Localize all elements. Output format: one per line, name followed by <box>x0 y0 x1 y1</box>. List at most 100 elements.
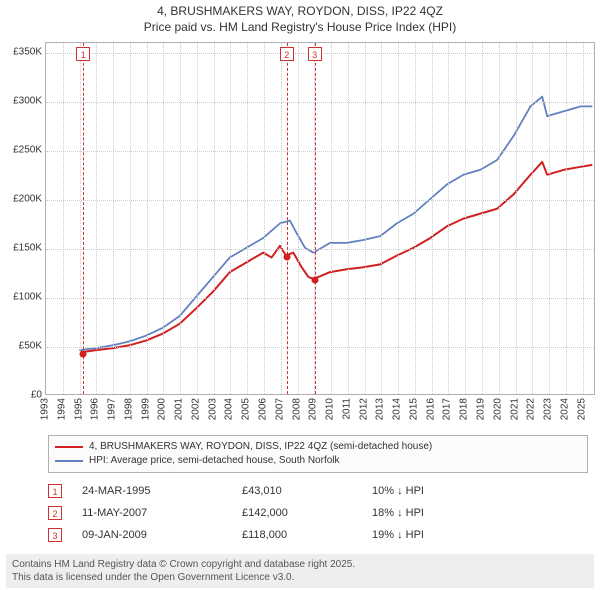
chart-title-2: Price paid vs. HM Land Registry's House … <box>0 20 600 36</box>
event-marker: 3 <box>308 47 322 61</box>
xtick-label: 2014 <box>392 398 403 420</box>
xtick-label: 2017 <box>442 398 453 420</box>
xtick-label: 2018 <box>459 398 470 420</box>
xtick-label: 2010 <box>325 398 336 420</box>
gridline-v <box>96 43 97 394</box>
gridline-v <box>465 43 466 394</box>
gridline-v <box>113 43 114 394</box>
gridline-v <box>230 43 231 394</box>
gridline-v <box>516 43 517 394</box>
event-num: 3 <box>48 528 62 542</box>
gridline-v <box>365 43 366 394</box>
gridline-v <box>63 43 64 394</box>
ytick-label: £50K <box>19 340 42 351</box>
xtick-label: 2002 <box>190 398 201 420</box>
legend-row-2: HPI: Average price, semi-detached house,… <box>55 454 581 468</box>
gridline-v <box>214 43 215 394</box>
gridline-v <box>180 43 181 394</box>
chart-container: 4, BRUSHMAKERS WAY, ROYDON, DISS, IP22 4… <box>0 0 600 590</box>
gridline-v <box>381 43 382 394</box>
ytick-label: £350K <box>13 46 42 57</box>
xtick-label: 2006 <box>257 398 268 420</box>
xtick-label: 2007 <box>274 398 285 420</box>
xtick-label: 2023 <box>543 398 554 420</box>
gridline-v <box>532 43 533 394</box>
xtick-label: 2004 <box>224 398 235 420</box>
gridline-v <box>549 43 550 394</box>
ytick-label: £100K <box>13 291 42 302</box>
xtick-label: 2008 <box>291 398 302 420</box>
event-line <box>315 43 316 394</box>
ytick-label: £250K <box>13 144 42 155</box>
event-marker: 1 <box>76 47 90 61</box>
gridline-h <box>46 249 594 250</box>
chart-title-1: 4, BRUSHMAKERS WAY, ROYDON, DISS, IP22 4… <box>0 4 600 20</box>
xtick-label: 1997 <box>107 398 118 420</box>
xtick-label: 2011 <box>341 398 352 420</box>
xtick-label: 2015 <box>408 398 419 420</box>
gridline-v <box>432 43 433 394</box>
gridline-v <box>298 43 299 394</box>
event-date: 11-MAY-2007 <box>82 507 222 519</box>
event-line <box>83 43 84 394</box>
xtick-label: 2019 <box>475 398 486 420</box>
xtick-label: 2021 <box>509 398 520 420</box>
xtick-label: 1995 <box>73 398 84 420</box>
xtick-label: 2013 <box>375 398 386 420</box>
gridline-v <box>163 43 164 394</box>
gridline-v <box>331 43 332 394</box>
chart-title-block: 4, BRUSHMAKERS WAY, ROYDON, DISS, IP22 4… <box>0 0 600 35</box>
transaction-point <box>311 277 318 284</box>
gridline-v <box>448 43 449 394</box>
ytick-label: £200K <box>13 193 42 204</box>
legend-row-1: 4, BRUSHMAKERS WAY, ROYDON, DISS, IP22 4… <box>55 440 581 454</box>
gridline-v <box>264 43 265 394</box>
xtick-label: 2020 <box>492 398 503 420</box>
xtick-label: 2025 <box>576 398 587 420</box>
gridline-h <box>46 151 594 152</box>
xtick-label: 2005 <box>241 398 252 420</box>
xtick-label: 1998 <box>123 398 134 420</box>
event-price: £142,000 <box>242 507 352 519</box>
footer: Contains HM Land Registry data © Crown c… <box>6 554 594 588</box>
xtick-label: 1996 <box>90 398 101 420</box>
gridline-v <box>583 43 584 394</box>
gridline-v <box>499 43 500 394</box>
gridline-v <box>147 43 148 394</box>
event-marker: 2 <box>280 47 294 61</box>
ytick-label: £150K <box>13 242 42 253</box>
xtick-label: 1993 <box>40 398 51 420</box>
gridline-h <box>46 347 594 348</box>
xtick-label: 1999 <box>140 398 151 420</box>
gridline-v <box>415 43 416 394</box>
gridline-v <box>130 43 131 394</box>
xtick-label: 2000 <box>157 398 168 420</box>
xtick-label: 2003 <box>207 398 218 420</box>
event-num: 1 <box>48 484 62 498</box>
xtick-label: 2024 <box>559 398 570 420</box>
ytick-label: £300K <box>13 95 42 106</box>
event-price: £43,010 <box>242 485 352 497</box>
gridline-v <box>398 43 399 394</box>
event-num: 2 <box>48 506 62 520</box>
gridline-v <box>247 43 248 394</box>
event-row: 2 11-MAY-2007 £142,000 18% ↓ HPI <box>48 502 588 524</box>
event-delta: 19% ↓ HPI <box>372 529 492 541</box>
legend-label-price: 4, BRUSHMAKERS WAY, ROYDON, DISS, IP22 4… <box>89 440 432 454</box>
transaction-point <box>283 253 290 260</box>
xtick-label: 2001 <box>174 398 185 420</box>
gridline-v <box>348 43 349 394</box>
footer-line-1: Contains HM Land Registry data © Crown c… <box>12 558 588 571</box>
legend-label-hpi: HPI: Average price, semi-detached house,… <box>89 454 340 468</box>
gridline-v <box>197 43 198 394</box>
events-table: 124-MAR-1995£43,01010% ↓ HPI211-MAY-2007… <box>48 480 588 546</box>
footer-line-2: This data is licensed under the Open Gov… <box>12 571 588 584</box>
xtick-label: 2016 <box>425 398 436 420</box>
gridline-v <box>566 43 567 394</box>
gridline-h <box>46 102 594 103</box>
gridline-v <box>80 43 81 394</box>
event-date: 24-MAR-1995 <box>82 485 222 497</box>
xtick-label: 2009 <box>308 398 319 420</box>
event-delta: 18% ↓ HPI <box>372 507 492 519</box>
legend-swatch-price <box>55 446 83 448</box>
